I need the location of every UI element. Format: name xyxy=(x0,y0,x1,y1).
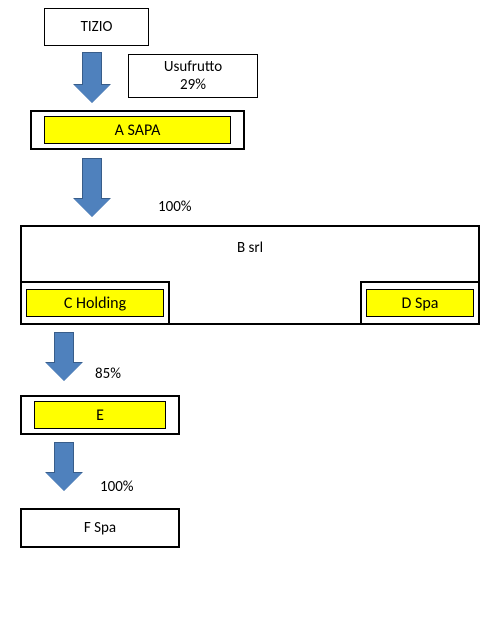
node-usufrutto: Usufrutto 29% xyxy=(128,54,258,98)
bsrl-sub-row: C Holding D Spa xyxy=(22,281,478,323)
node-f-spa-label: F Spa xyxy=(84,519,116,537)
arrow-shaft xyxy=(54,442,74,473)
node-c-holding-label: C Holding xyxy=(64,294,126,313)
node-e-label: E xyxy=(96,406,104,425)
node-usufrutto-line2: 29% xyxy=(180,76,206,94)
node-d-spa-label: D Spa xyxy=(402,294,439,313)
arrow-head-icon xyxy=(46,473,82,491)
node-tizio-label: TIZIO xyxy=(81,18,113,36)
arrow-cholding-to-e xyxy=(46,332,82,381)
node-d-spa-inner: D Spa xyxy=(366,289,474,317)
node-tizio: TIZIO xyxy=(44,8,149,46)
arrow-e-to-fspa xyxy=(46,442,82,491)
node-e-inner: E xyxy=(34,401,166,429)
arrow-tizio-to-asapa xyxy=(74,52,110,103)
node-c-holding: C Holding xyxy=(20,281,170,325)
node-a-sapa-label: A SAPA xyxy=(115,121,161,140)
arrow-shaft xyxy=(82,158,102,199)
node-b-srl-label: B srl xyxy=(22,227,478,257)
node-d-spa: D Spa xyxy=(360,281,480,325)
node-c-holding-inner: C Holding xyxy=(26,289,164,317)
edge-label-asapa-bsrl: 100% xyxy=(158,198,192,216)
node-b-srl: B srl C Holding D Spa xyxy=(20,225,480,325)
node-e: E xyxy=(20,395,180,435)
edge-label-cholding-e: 85% xyxy=(95,365,121,383)
node-usufrutto-line1: Usufrutto xyxy=(164,58,222,76)
node-f-spa: F Spa xyxy=(20,508,180,548)
arrow-shaft xyxy=(54,332,74,363)
node-a-sapa-inner: A SAPA xyxy=(44,116,231,144)
edge-label-e-fspa: 100% xyxy=(100,478,134,496)
arrow-shaft xyxy=(82,52,102,85)
arrow-head-icon xyxy=(74,85,110,103)
arrow-head-icon xyxy=(74,199,110,217)
node-a-sapa: A SAPA xyxy=(30,110,245,150)
arrow-asapa-to-bsrl xyxy=(74,158,110,217)
arrow-head-icon xyxy=(46,363,82,381)
